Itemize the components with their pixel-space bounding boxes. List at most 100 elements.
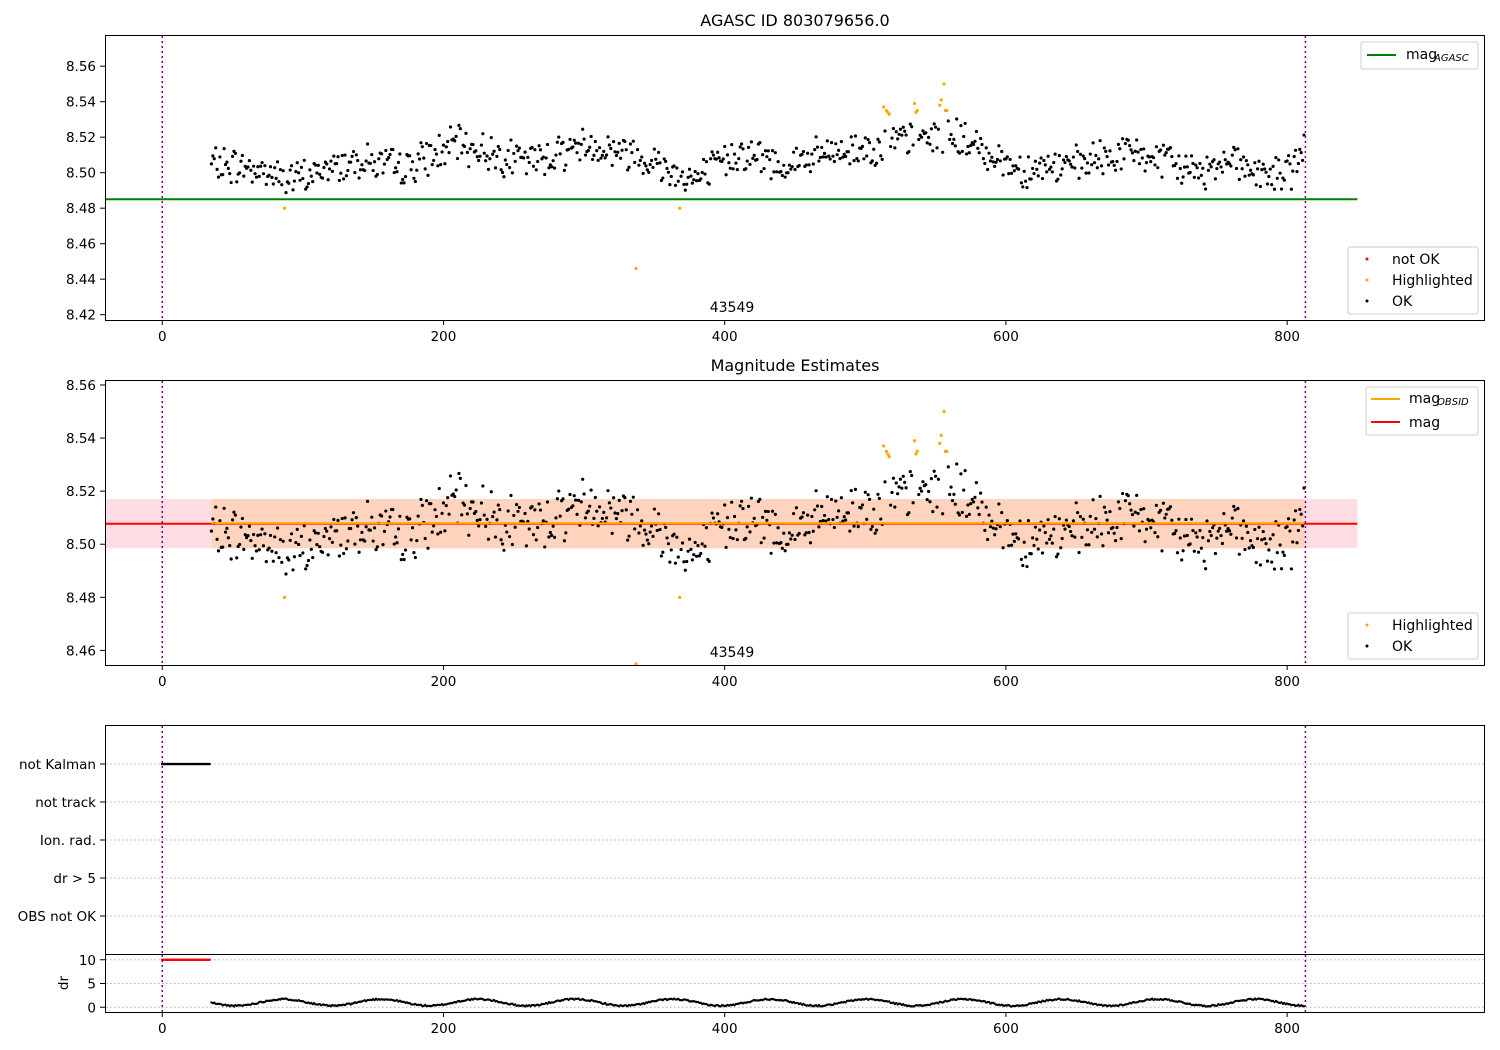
ok-point bbox=[436, 532, 440, 536]
ok-point bbox=[323, 526, 327, 531]
ok-point bbox=[1011, 164, 1015, 168]
ok-point bbox=[964, 514, 969, 518]
ok-point bbox=[649, 158, 654, 163]
ok-point bbox=[824, 519, 828, 523]
ok-point bbox=[550, 533, 554, 537]
ok-point bbox=[668, 183, 672, 187]
ok-point bbox=[1039, 156, 1043, 160]
ok-point bbox=[821, 155, 825, 159]
ok-point bbox=[364, 159, 368, 163]
ok-point bbox=[714, 157, 718, 161]
agasc-title: AGASC ID 803079656.0 bbox=[700, 11, 889, 30]
ok-point bbox=[290, 164, 294, 168]
ok-point bbox=[588, 504, 592, 508]
ok-point bbox=[787, 163, 791, 167]
ok-point bbox=[874, 161, 879, 165]
ok-point bbox=[633, 527, 637, 531]
ok-point bbox=[1256, 536, 1260, 541]
ok-point bbox=[1122, 157, 1126, 161]
ok-point bbox=[403, 548, 408, 552]
ok-point bbox=[1216, 529, 1220, 533]
ok-point bbox=[567, 147, 571, 151]
legend-ok: OK bbox=[1392, 294, 1413, 310]
ok-point bbox=[1064, 518, 1068, 522]
ok-point bbox=[846, 511, 851, 515]
ok-point bbox=[364, 525, 368, 529]
ok-point bbox=[259, 533, 263, 537]
highlighted-point bbox=[915, 108, 919, 113]
ok-point bbox=[907, 150, 911, 154]
ok-point bbox=[852, 524, 856, 528]
ok-point bbox=[1201, 536, 1205, 540]
ok-point bbox=[455, 156, 460, 161]
ok-point bbox=[641, 543, 645, 547]
ok-point bbox=[1282, 553, 1286, 557]
ok-point bbox=[984, 146, 988, 150]
ok-point bbox=[896, 137, 900, 141]
ok-point bbox=[1031, 536, 1035, 540]
ok-point bbox=[917, 137, 921, 142]
ok-point bbox=[1112, 531, 1116, 535]
ok-point bbox=[680, 170, 685, 174]
ok-point bbox=[889, 144, 893, 149]
ok-point bbox=[1040, 176, 1045, 181]
ok-point bbox=[1018, 155, 1022, 159]
ok-point bbox=[804, 163, 808, 167]
ok-point bbox=[1184, 154, 1188, 158]
ok-point bbox=[382, 162, 387, 166]
ok-point bbox=[1263, 537, 1267, 541]
ok-point bbox=[370, 515, 374, 519]
ok-point bbox=[665, 166, 669, 171]
ok-point bbox=[631, 495, 635, 499]
ok-point bbox=[831, 517, 835, 522]
ok-point bbox=[1071, 519, 1076, 523]
ok-point bbox=[1043, 163, 1047, 167]
ok-point bbox=[1248, 168, 1253, 172]
ok-point bbox=[1184, 517, 1188, 522]
ok-point bbox=[339, 543, 343, 547]
ok-point bbox=[358, 168, 363, 172]
ok-point bbox=[1091, 141, 1095, 145]
ok-point bbox=[832, 525, 836, 530]
ok-point bbox=[485, 154, 489, 158]
ok-point bbox=[955, 462, 959, 466]
ok-point bbox=[509, 138, 513, 142]
ok-point bbox=[980, 142, 984, 147]
ok-point bbox=[391, 507, 395, 512]
ok-point bbox=[1233, 148, 1237, 152]
highlighted-point bbox=[915, 449, 919, 453]
ok-point bbox=[744, 536, 748, 541]
ok-point bbox=[723, 503, 727, 507]
ok-point bbox=[1291, 540, 1295, 544]
ok-point bbox=[734, 528, 738, 532]
ok-point bbox=[963, 121, 967, 126]
ok-point bbox=[720, 159, 724, 164]
ok-point bbox=[371, 168, 375, 173]
ok-point bbox=[1029, 552, 1033, 556]
ok-point bbox=[250, 556, 254, 560]
ok-point bbox=[855, 156, 859, 161]
ok-point bbox=[1299, 151, 1303, 155]
ok-point bbox=[457, 123, 461, 127]
ok-point bbox=[297, 171, 301, 175]
ok-point bbox=[780, 546, 784, 550]
highlighted-point bbox=[912, 101, 917, 106]
ok-point bbox=[976, 506, 980, 510]
ok-point bbox=[1264, 542, 1268, 546]
ok-point bbox=[903, 129, 907, 133]
flag-row-label: not track bbox=[35, 795, 96, 811]
ok-point bbox=[703, 172, 707, 176]
ok-point bbox=[388, 515, 392, 519]
ok-point bbox=[1105, 518, 1109, 522]
ok-point bbox=[647, 170, 651, 174]
ok-point bbox=[253, 544, 257, 548]
ok-point bbox=[447, 150, 451, 155]
ok-point bbox=[298, 178, 302, 182]
ok-point bbox=[752, 516, 756, 520]
ok-point bbox=[533, 508, 537, 512]
ok-point bbox=[517, 505, 522, 510]
ok-point bbox=[820, 145, 824, 150]
ok-point bbox=[398, 514, 402, 518]
ok-point bbox=[477, 158, 481, 163]
ok-point bbox=[925, 141, 929, 145]
